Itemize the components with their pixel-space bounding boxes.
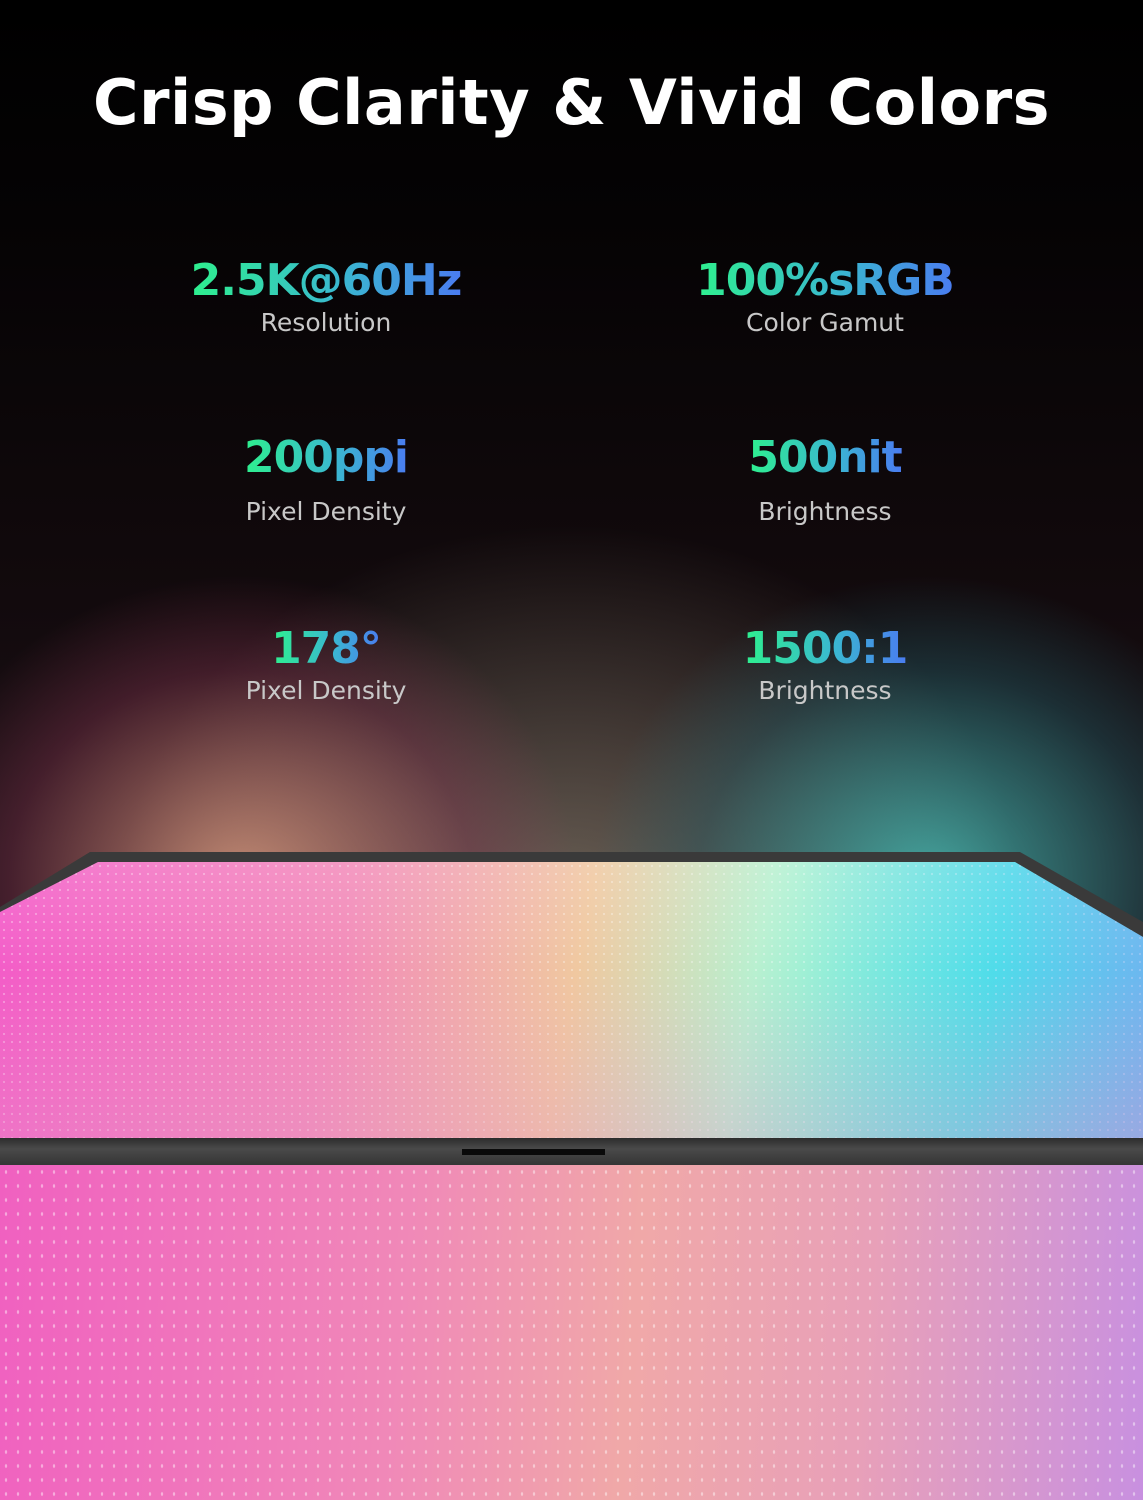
spec-contrast: 1500:1 Brightness [625,623,1025,705]
monitor-screen [0,862,1143,1140]
spec-value: 100%sRGB [696,255,955,306]
spec-label: Pixel Density [245,676,407,705]
spec-value: 178° [271,623,382,674]
spec-label: Pixel Density [245,497,407,526]
bezel-notch [462,1149,605,1155]
spec-value: 1500:1 [742,623,909,674]
spec-value: 2.5K@60Hz [190,255,463,306]
page-title: Crisp Clarity & Vivid Colors [92,66,1051,139]
spec-value: 200ppi [244,432,409,483]
spec-color-gamut: 100%sRGB Color Gamut [625,255,1025,337]
pixel-closeup [0,1165,1143,1500]
spec-label: Brightness [758,497,892,526]
spec-label: Resolution [260,308,392,337]
spec-label: Brightness [758,676,892,705]
screen-shading [0,862,1143,1140]
spec-brightness: 500nit Brightness [625,432,1025,526]
spec-label: Color Gamut [746,308,904,337]
spec-viewing-angle: 178° Pixel Density [126,623,526,705]
spec-pixel-density: 200ppi Pixel Density [126,432,526,526]
spec-resolution: 2.5K@60Hz Resolution [126,255,526,337]
spec-value: 500nit [748,432,902,483]
